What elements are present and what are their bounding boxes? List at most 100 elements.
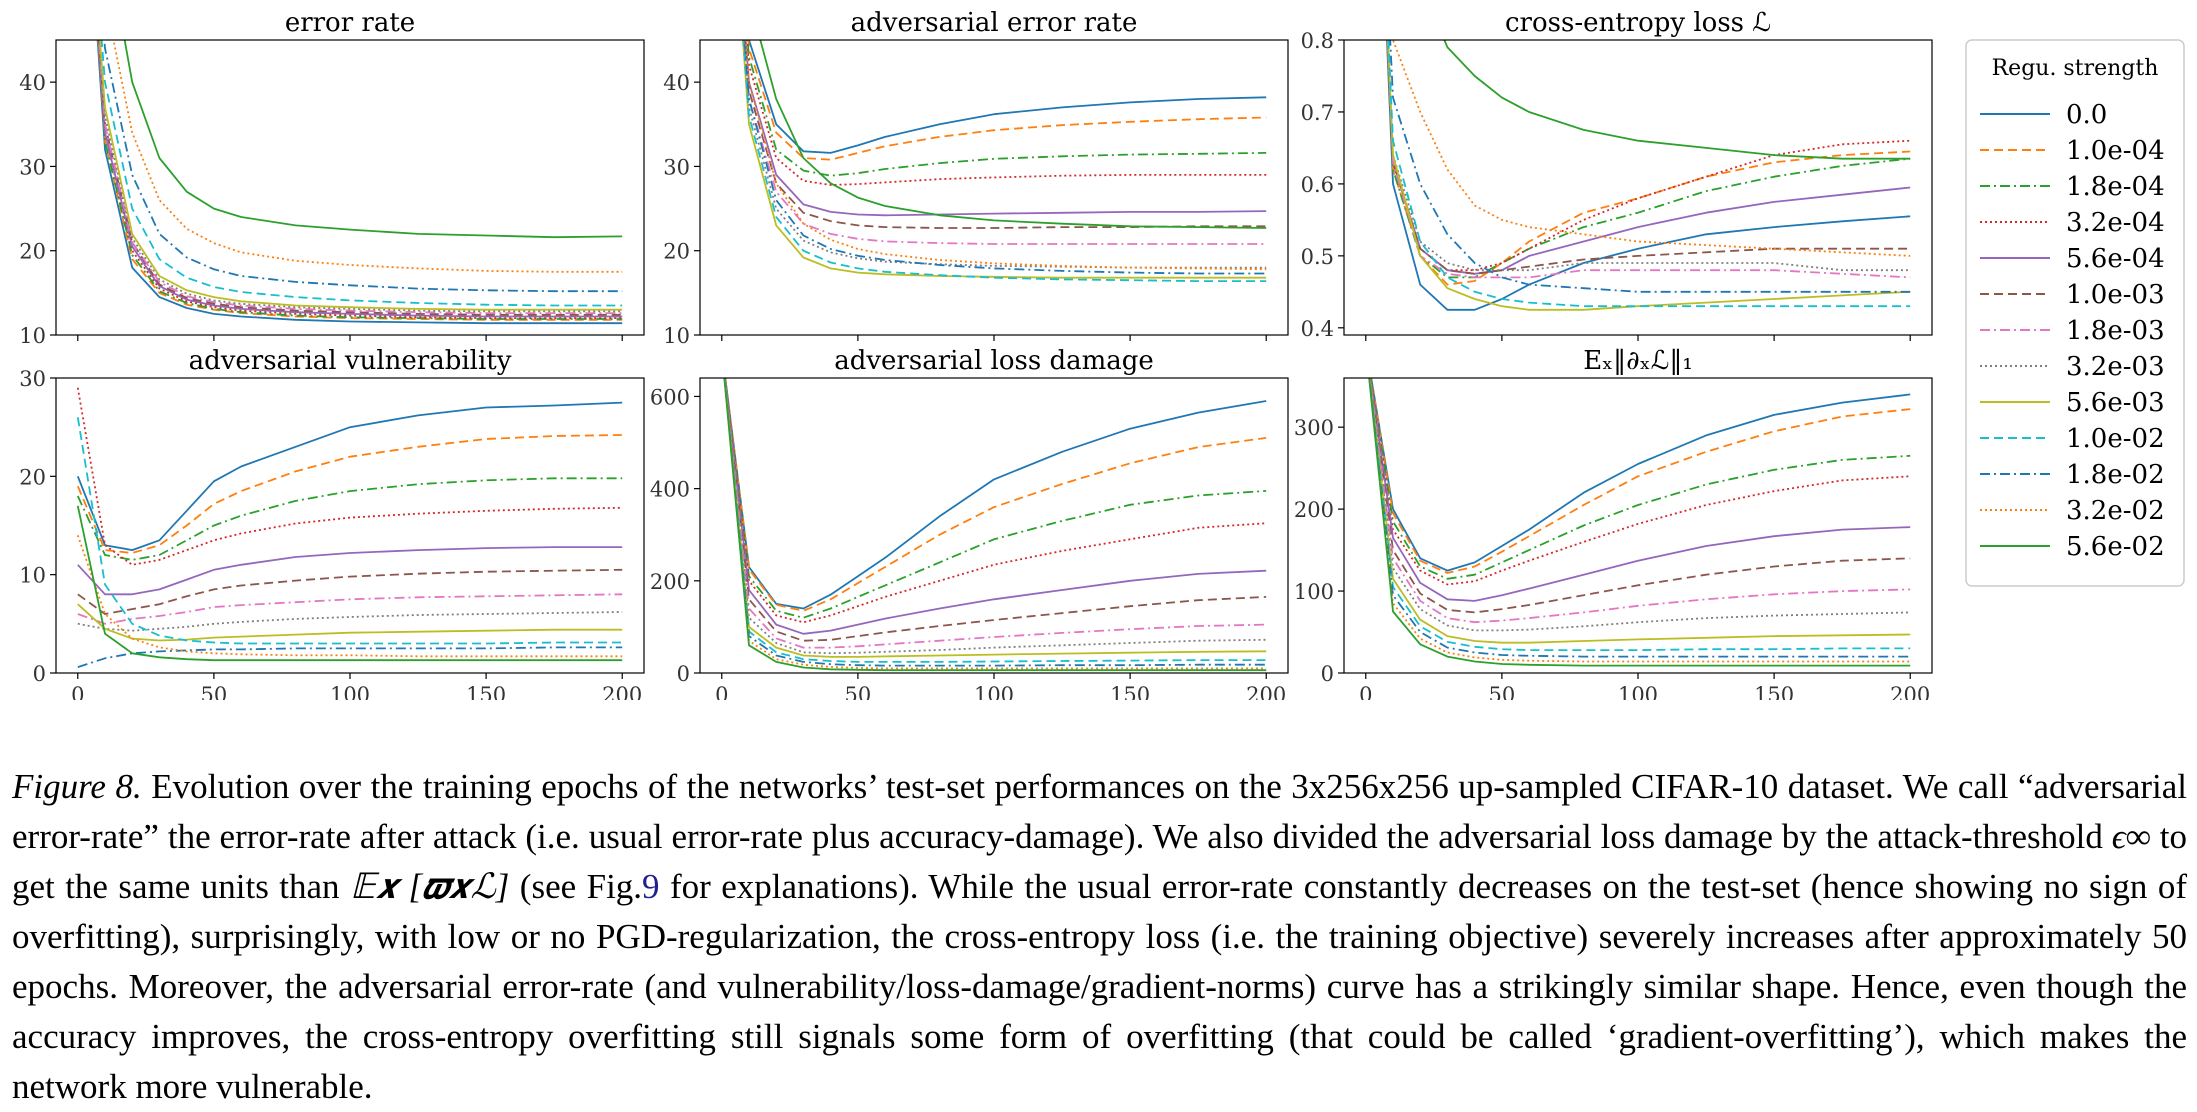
chart-title: cross-entropy loss ℒ	[1505, 8, 1771, 38]
x-tick-label: 50	[845, 683, 872, 700]
series-line-3.2e-02	[112, 40, 623, 273]
legend-label: 1.8e-04	[2066, 172, 2165, 202]
series-line-1.8e-03	[77, 593, 623, 625]
caption-expectation-expr: 𝔼𝒙 [𝝕𝒙ℒ]	[350, 867, 510, 906]
legend-label: 3.2e-04	[2066, 208, 2165, 238]
series-line-3.2e-02	[1392, 40, 1911, 257]
y-tick-label: 400	[650, 478, 690, 502]
legend-label: 1.8e-03	[2066, 316, 2165, 346]
y-tick-label: 100	[1294, 580, 1334, 604]
x-tick-label: 200	[1890, 683, 1930, 700]
y-tick-label: 10	[663, 324, 690, 348]
series-line-1.0e-04	[1386, 40, 1911, 286]
legend-label: 1.0e-02	[2066, 424, 2165, 454]
chart-panel-4: adversarial vulnerability 0 10 20 30 0 50 100 15…	[19, 346, 645, 700]
legend-label: 1.0e-03	[2066, 280, 2165, 310]
legend-label: 1.8e-02	[2066, 460, 2165, 490]
x-tick-label: 50	[201, 683, 228, 700]
series-line-3.2e-04	[745, 40, 1267, 186]
y-tick-label: 10	[19, 324, 46, 348]
axes-frame	[1343, 377, 1933, 674]
x-tick-label: 150	[1754, 683, 1794, 700]
series-lines	[742, 40, 1267, 283]
series-line-5.6e-02	[723, 378, 1267, 672]
series-lines	[723, 378, 1267, 672]
series-line-1.0e-03	[744, 40, 1267, 229]
series-line-3.2e-04	[97, 40, 623, 320]
chart-panel-1: error rate 10 20 30 40	[19, 8, 645, 348]
caption-label: Figure 8.	[12, 767, 142, 806]
y-tick-label: 40	[663, 71, 690, 95]
y-tick-label: 40	[19, 71, 46, 95]
figure-caption: Figure 8. Evolution over the training ep…	[12, 762, 2187, 1112]
y-tick-label: 0	[1321, 662, 1334, 686]
y-tick-label: 10	[19, 564, 46, 588]
y-tick-label: 0.4	[1301, 317, 1334, 341]
series-line-1.0e-04	[724, 378, 1267, 612]
series-line-0.0	[76, 401, 623, 551]
series-line-1.8e-03	[1386, 40, 1911, 279]
x-tick-label: 200	[602, 683, 642, 700]
y-tick-label: 0	[677, 662, 690, 686]
y-tick-label: 300	[1294, 416, 1334, 440]
legend-label: 5.6e-03	[2066, 388, 2165, 418]
chart-panel-5: adversarial loss damage 0 200 400 600 0 50 100 1…	[650, 346, 1289, 700]
legend-label: 1.0e-04	[2066, 136, 2165, 166]
x-tick-label: 150	[1110, 683, 1150, 700]
series-line-1.8e-04	[1386, 40, 1911, 279]
series-line-3.2e-04	[76, 387, 623, 566]
series-line-5.6e-03	[99, 40, 623, 311]
series-line-5.6e-03	[1387, 40, 1911, 311]
series-lines	[1386, 40, 1911, 311]
series-line-5.6e-03	[723, 378, 1267, 658]
y-tick-label: 20	[19, 465, 46, 489]
series-line-5.6e-02	[759, 40, 1267, 229]
series-line-1.8e-02	[743, 40, 1267, 275]
series-line-1.8e-03	[98, 40, 623, 315]
chart-panel-2: adversarial error rate 10 20 30 40	[663, 8, 1289, 348]
y-tick-label: 20	[19, 240, 46, 264]
chart-title: adversarial error rate	[851, 8, 1138, 38]
caption-text-3: (see Fig.	[509, 867, 643, 906]
x-tick-label: 100	[1618, 683, 1658, 700]
caption-figure-ref-link[interactable]: 9	[642, 867, 660, 906]
x-tick-label: 200	[1246, 683, 1286, 700]
chart-title: adversarial vulnerability	[189, 346, 512, 376]
chart-title: Eₓ‖∂ₓℒ‖₁	[1583, 346, 1693, 376]
legend-label: 3.2e-02	[2066, 496, 2165, 526]
series-line-0.0	[748, 40, 1267, 154]
series-line-1.8e-02	[103, 40, 623, 293]
series-line-5.6e-02	[76, 505, 623, 662]
caption-text-2: to get the same units than	[12, 817, 2187, 906]
series-line-1.0e-04	[76, 434, 623, 554]
series-line-5.6e-02	[1443, 40, 1911, 160]
series-line-5.6e-04	[97, 40, 623, 318]
legend-label: 5.6e-04	[2066, 244, 2165, 274]
y-tick-label: 200	[650, 570, 690, 594]
series-line-3.2e-02	[76, 535, 623, 658]
series-line-1.0e-03	[1369, 378, 1911, 614]
legend-title: Regu. strength	[1992, 56, 2159, 81]
y-tick-label: 0	[33, 662, 46, 686]
series-line-5.6e-03	[742, 40, 1267, 279]
series-line-5.6e-03	[77, 603, 623, 642]
series-line-3.2e-04	[724, 378, 1267, 624]
x-tick-label: 100	[974, 683, 1014, 700]
y-tick-label: 0.8	[1301, 29, 1334, 53]
series-line-1.8e-02	[1389, 40, 1911, 293]
series-line-0.0	[724, 378, 1267, 610]
series-line-3.2e-03	[723, 378, 1267, 655]
y-tick-label: 20	[663, 240, 690, 264]
x-tick-label: 0	[71, 683, 84, 700]
y-tick-label: 0.5	[1301, 245, 1334, 269]
series-line-1.0e-02	[742, 40, 1267, 283]
series-line-1.0e-02	[723, 378, 1267, 663]
legend: Regu. strength 0.0 1.0e-04 1.8e-04 3.2e-04 5.…	[1965, 39, 2185, 587]
series-line-1.0e-02	[76, 417, 623, 645]
series-lines	[76, 387, 623, 668]
series-line-0.0	[96, 40, 623, 325]
y-tick-label: 30	[19, 367, 46, 391]
series-lines	[96, 40, 623, 325]
